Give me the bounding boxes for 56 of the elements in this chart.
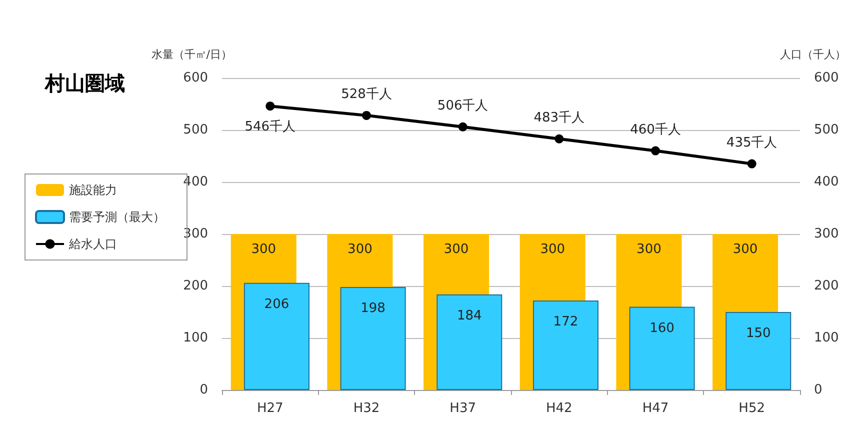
data-label: 300 bbox=[444, 242, 469, 257]
point bbox=[362, 110, 371, 120]
point bbox=[651, 146, 660, 156]
legend-label: 施設能力 bbox=[69, 183, 117, 197]
x-tick-label: H42 bbox=[546, 401, 572, 416]
y-tick-label: 600 bbox=[183, 70, 208, 86]
y2-tick-label: 400 bbox=[814, 174, 839, 190]
data-label: 150 bbox=[746, 326, 771, 341]
y-tick-label: 300 bbox=[183, 226, 208, 242]
y-tick-label: 0 bbox=[200, 382, 208, 398]
data-label: 460千人 bbox=[630, 122, 681, 138]
x-tick-label: H32 bbox=[353, 401, 380, 416]
data-label: 300 bbox=[540, 242, 566, 257]
data-label: 435千人 bbox=[726, 135, 778, 150]
data-label: 172 bbox=[553, 314, 578, 330]
y2-tick-label: 600 bbox=[814, 70, 839, 86]
data-label: 546千人 bbox=[244, 120, 296, 135]
point bbox=[266, 102, 275, 111]
bar bbox=[726, 312, 792, 390]
data-label: 198 bbox=[360, 301, 386, 316]
point bbox=[554, 134, 564, 144]
y2-tick-label: 0 bbox=[814, 382, 822, 398]
legend-label: 給水人口 bbox=[68, 237, 117, 251]
x-tick-label: H52 bbox=[738, 401, 765, 416]
data-label: 300 bbox=[251, 242, 276, 257]
data-label: 506千人 bbox=[437, 98, 488, 114]
y2-tick-label: 100 bbox=[814, 330, 839, 346]
y2-tick-label: 300 bbox=[814, 226, 839, 242]
y2-tick-label: 200 bbox=[814, 278, 839, 294]
y-tick-label: 400 bbox=[183, 174, 208, 190]
data-label: 300 bbox=[636, 242, 662, 257]
chart-title: 村山圏域 bbox=[44, 71, 125, 95]
data-label: 160 bbox=[650, 320, 674, 336]
y-tick-label: 100 bbox=[183, 330, 208, 346]
y-axis-title: 水量（千㎥/日） bbox=[151, 48, 232, 61]
bar bbox=[532, 300, 598, 390]
x-tick-label: H27 bbox=[257, 401, 284, 416]
data-label: 206 bbox=[264, 296, 290, 312]
data-label: 528千人 bbox=[341, 86, 392, 102]
bar bbox=[436, 294, 502, 390]
bar bbox=[340, 287, 406, 390]
x-tick-label: H37 bbox=[450, 401, 476, 416]
x-tick-label: H47 bbox=[642, 401, 669, 416]
legend-label: 需要予測（最大） bbox=[69, 210, 165, 224]
y2-tick-label: 500 bbox=[814, 122, 839, 138]
data-label: 300 bbox=[348, 242, 372, 257]
data-label: 483千人 bbox=[534, 110, 585, 126]
y2-axis-title: 人口（千人） bbox=[780, 48, 846, 61]
bar bbox=[244, 282, 310, 390]
data-label: 184 bbox=[456, 308, 482, 324]
point bbox=[747, 159, 756, 168]
y-tick-label: 500 bbox=[183, 122, 208, 138]
y-tick-label: 200 bbox=[183, 278, 208, 294]
bar bbox=[629, 306, 695, 390]
point bbox=[458, 122, 468, 132]
data-label: 300 bbox=[732, 242, 758, 257]
